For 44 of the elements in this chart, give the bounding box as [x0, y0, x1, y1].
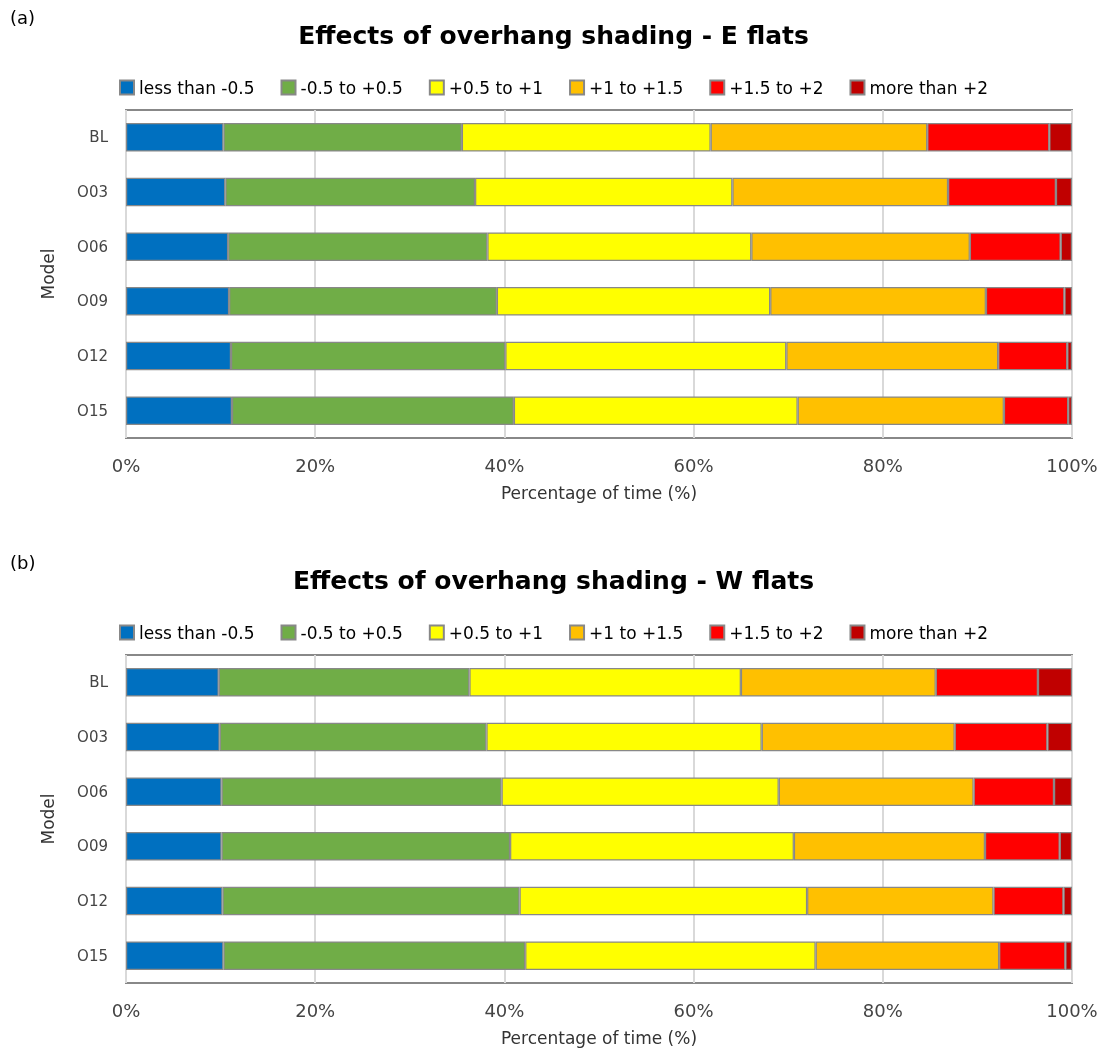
x-tick-label: 0% [111, 454, 141, 476]
legend-label: +0.5 to +1 [448, 77, 544, 98]
y-tick-label: O09 [77, 292, 108, 311]
y-tick-label: O12 [77, 347, 108, 365]
x-tick-label: 0% [111, 999, 141, 1021]
legend-label: less than -0.5 [139, 622, 255, 643]
legend-label: +1 to +1.5 [589, 77, 684, 98]
x-axis-title: Percentage of time (%) [500, 1027, 698, 1048]
y-tick-label: BL [89, 128, 109, 147]
chart-title: Effects of overhang shading - E flats [298, 21, 809, 50]
text: (b) [10, 551, 36, 573]
legend-label: -0.5 to +0.5 [300, 622, 403, 643]
x-axis-title: Percentage of time (%) [500, 482, 698, 503]
y-tick-label: O06 [77, 782, 108, 801]
y-tick-label: O15 [77, 401, 108, 420]
y-tick-label: BL [89, 673, 109, 692]
x-tick-label: 60% [673, 999, 714, 1021]
x-tick-label: 60% [673, 454, 714, 476]
y-tick-label: O03 [77, 183, 108, 201]
legend-label: more than +2 [869, 622, 989, 643]
y-tick-label: O09 [77, 837, 108, 856]
y-axis-title: Model [37, 793, 58, 845]
legend-label: less than -0.5 [139, 77, 255, 98]
x-tick-label: 40% [484, 999, 525, 1021]
text: (a) [10, 6, 36, 28]
legend-label: +1.5 to +2 [729, 622, 824, 643]
legend-label: more than +2 [869, 77, 989, 98]
chart-title: Effects of overhang shading - W flats [292, 566, 815, 595]
y-tick-label: O06 [77, 237, 108, 256]
x-tick-label: 80% [862, 999, 903, 1021]
legend-label: +1 to +1.5 [589, 622, 684, 643]
x-tick-label: 80% [862, 454, 903, 476]
x-tick-label: 100% [1046, 454, 1098, 476]
legend-label: +1.5 to +2 [729, 77, 824, 98]
legend-label: -0.5 to +0.5 [300, 77, 403, 98]
y-tick-label: O12 [77, 892, 108, 910]
x-tick-label: 20% [295, 999, 336, 1021]
y-tick-label: O15 [77, 946, 108, 965]
y-tick-label: O03 [77, 728, 108, 746]
x-tick-label: 100% [1046, 999, 1098, 1021]
legend-label: +0.5 to +1 [448, 622, 544, 643]
x-tick-label: 40% [484, 454, 525, 476]
x-tick-label: 20% [295, 454, 336, 476]
y-axis-title: Model [37, 248, 58, 300]
